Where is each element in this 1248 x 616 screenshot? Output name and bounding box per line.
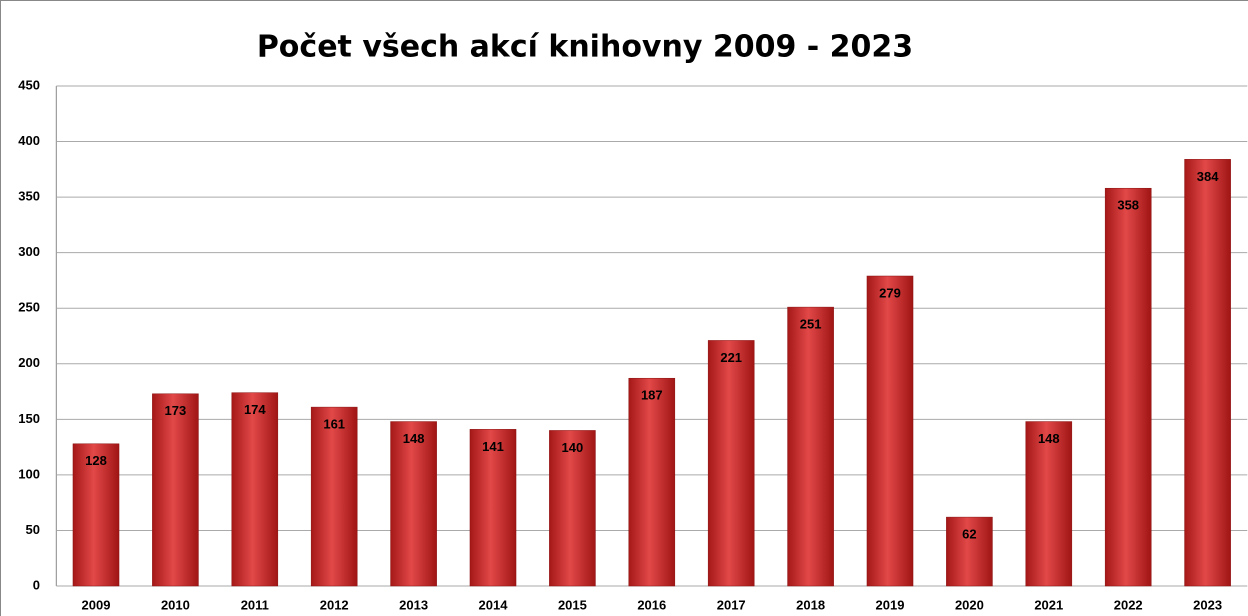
y-tick-label: 0: [33, 577, 40, 592]
bar: [72, 443, 120, 587]
data-label: 384: [1197, 169, 1219, 184]
data-label: 140: [562, 440, 584, 455]
x-tick-label: 2020: [955, 597, 984, 612]
y-tick-label: 450: [18, 77, 40, 92]
data-label: 279: [879, 285, 901, 300]
bar: [310, 406, 358, 587]
y-tick-label: 250: [18, 300, 40, 315]
data-label: 173: [165, 403, 187, 418]
data-label: 251: [800, 317, 822, 332]
data-label: 62: [962, 527, 976, 542]
bar: [231, 392, 279, 587]
x-tick-label: 2009: [82, 597, 111, 612]
bar: [390, 421, 437, 587]
y-tick-label: 100: [18, 466, 40, 481]
bar: [1025, 421, 1073, 587]
bar: [707, 340, 755, 587]
data-label: 221: [720, 350, 742, 365]
x-tick-label: 2018: [796, 597, 825, 612]
x-tick-label: 2012: [320, 597, 349, 612]
data-label: 148: [1038, 431, 1060, 446]
bar: [628, 377, 676, 587]
data-label: 174: [244, 402, 266, 417]
data-label: 148: [403, 431, 425, 446]
y-tick-label: 350: [18, 189, 40, 204]
data-label: 187: [641, 388, 663, 403]
data-label: 358: [1117, 198, 1139, 213]
data-label: 161: [323, 417, 345, 432]
x-tick-label: 2017: [717, 597, 746, 612]
y-tick-label: 50: [26, 522, 40, 537]
bar: [866, 275, 914, 587]
x-tick-label: 2014: [479, 597, 509, 612]
x-tick-label: 2019: [876, 597, 905, 612]
bar: [469, 429, 517, 587]
x-tick-label: 2013: [399, 597, 428, 612]
x-tick-label: 2016: [637, 597, 666, 612]
data-label: 141: [482, 439, 504, 454]
y-tick-label: 300: [18, 244, 40, 259]
bar: [1104, 187, 1152, 587]
x-tick-label: 2021: [1034, 597, 1063, 612]
y-tick-label: 200: [18, 355, 40, 370]
bar: [549, 430, 596, 587]
x-tick-label: 2010: [161, 597, 190, 612]
x-tick-label: 2011: [241, 597, 269, 612]
bar: [152, 393, 199, 587]
data-label: 128: [85, 453, 107, 468]
y-tick-label: 400: [18, 133, 40, 148]
x-tick-label: 2023: [1193, 597, 1222, 612]
y-tick-label: 150: [18, 411, 40, 426]
x-tick-label: 2022: [1114, 597, 1143, 612]
bar: [946, 516, 993, 587]
bar: [1184, 159, 1231, 587]
chart-title: Počet všech akcí knihovny 2009 - 2023: [257, 30, 913, 65]
bar: [787, 306, 834, 587]
x-tick-label: 2015: [558, 597, 587, 612]
